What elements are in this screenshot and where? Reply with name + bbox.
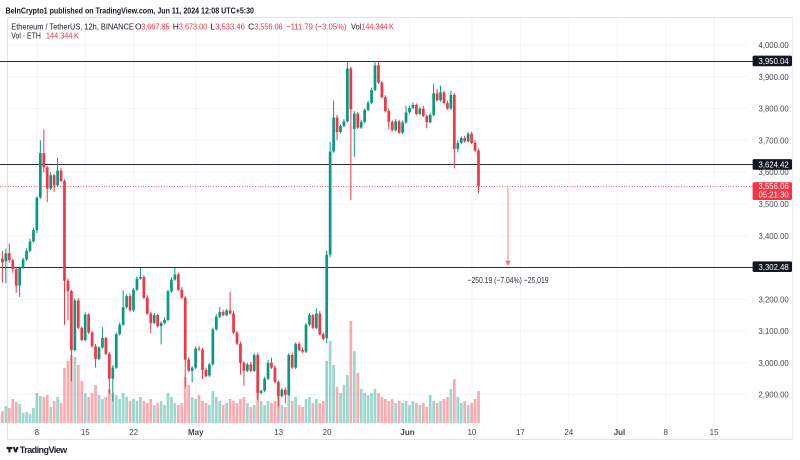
svg-text:144.344 K: 144.344 K <box>361 21 394 31</box>
svg-text:20: 20 <box>323 428 332 437</box>
svg-text:15: 15 <box>81 428 90 437</box>
svg-text:3,533.46: 3,533.46 <box>215 21 245 31</box>
svg-text:3,100.00: 3,100.00 <box>759 326 789 336</box>
svg-text:8: 8 <box>35 428 40 437</box>
svg-text:3,667.85: 3,667.85 <box>141 21 170 31</box>
svg-text:2,900.00: 2,900.00 <box>759 390 789 400</box>
svg-text:C: C <box>248 21 254 31</box>
svg-text:3,302.48: 3,302.48 <box>759 262 789 272</box>
svg-text:8: 8 <box>663 428 668 437</box>
svg-text:3,950.04: 3,950.04 <box>759 56 789 66</box>
svg-text:Vol: Vol <box>351 21 361 31</box>
svg-text:3,673.00: 3,673.00 <box>179 21 208 31</box>
svg-text:May: May <box>188 428 204 437</box>
svg-text:3,500.00: 3,500.00 <box>759 199 789 209</box>
svg-text:3,400.00: 3,400.00 <box>759 231 789 241</box>
svg-text:24: 24 <box>564 428 573 437</box>
svg-text:13: 13 <box>274 428 283 437</box>
svg-text:3,624.42: 3,624.42 <box>759 160 789 170</box>
svg-text:22: 22 <box>129 428 138 437</box>
svg-text:05:21:30: 05:21:30 <box>759 190 789 200</box>
svg-text:17: 17 <box>516 428 525 437</box>
svg-text:3,200.00: 3,200.00 <box>759 294 789 304</box>
svg-text:144.344 K: 144.344 K <box>46 31 79 41</box>
svg-text:3,700.00: 3,700.00 <box>759 135 789 145</box>
svg-text:O: O <box>135 21 142 31</box>
svg-text:Vol · ETH: Vol · ETH <box>11 31 41 41</box>
svg-text:3,556.06: 3,556.06 <box>759 181 789 191</box>
svg-text:H: H <box>173 21 179 31</box>
svg-text:TradingView: TradingView <box>20 445 68 455</box>
svg-text:−250.19 (−7.04%) −25,019: −250.19 (−7.04%) −25,019 <box>468 275 549 285</box>
svg-text:10: 10 <box>467 428 476 437</box>
svg-text:−111.79 (−3.05%): −111.79 (−3.05%) <box>286 21 347 31</box>
svg-text:L: L <box>210 21 215 31</box>
svg-text:BeInCrypto1 published on Tradi: BeInCrypto1 published on TradingView.com… <box>6 5 255 15</box>
svg-text:3,900.00: 3,900.00 <box>759 72 789 82</box>
svg-text:Jul: Jul <box>614 428 626 437</box>
svg-text:15: 15 <box>710 428 719 437</box>
svg-text:4,000.00: 4,000.00 <box>759 40 789 50</box>
svg-text:Jun: Jun <box>400 428 414 437</box>
svg-text:3,556.06: 3,556.06 <box>254 21 283 31</box>
svg-text:3,600.00: 3,600.00 <box>759 167 789 177</box>
svg-text:Ethereum / TetherUS, 12h, BINA: Ethereum / TetherUS, 12h, BINANCE <box>11 21 134 31</box>
svg-text:3,800.00: 3,800.00 <box>759 104 789 114</box>
svg-text:3,000.00: 3,000.00 <box>759 358 789 368</box>
